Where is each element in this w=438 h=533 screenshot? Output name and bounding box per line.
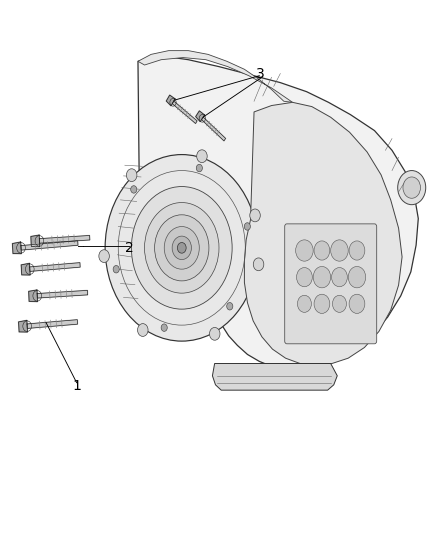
Circle shape [332,295,346,312]
Circle shape [297,268,312,287]
Circle shape [196,164,202,172]
Polygon shape [21,241,78,250]
Circle shape [331,240,348,261]
Circle shape [297,295,311,312]
Circle shape [113,265,119,273]
Circle shape [127,169,137,182]
Polygon shape [172,101,197,124]
Circle shape [209,327,220,340]
Polygon shape [30,263,80,271]
Circle shape [131,187,232,309]
Polygon shape [21,263,30,275]
Polygon shape [196,111,205,122]
Circle shape [197,150,207,163]
Polygon shape [244,102,402,365]
Polygon shape [27,320,78,328]
Circle shape [227,303,233,310]
Polygon shape [212,364,337,390]
Circle shape [164,227,199,269]
Polygon shape [138,51,293,102]
Circle shape [172,236,191,260]
Polygon shape [117,56,418,369]
Text: 1: 1 [72,379,81,393]
Polygon shape [31,235,40,247]
Circle shape [131,185,137,193]
FancyBboxPatch shape [285,224,377,344]
Circle shape [314,294,330,313]
Polygon shape [201,117,226,141]
Circle shape [244,223,251,230]
Circle shape [314,241,330,260]
Circle shape [403,177,420,198]
Circle shape [296,240,313,261]
Circle shape [155,215,209,281]
Circle shape [349,241,365,260]
Circle shape [138,324,148,336]
Polygon shape [39,236,90,243]
Circle shape [348,266,366,288]
Circle shape [177,243,186,253]
Text: 3: 3 [256,67,265,80]
Circle shape [161,324,167,332]
Polygon shape [37,290,88,298]
Circle shape [253,258,264,271]
Circle shape [105,155,258,341]
Circle shape [332,268,347,287]
Circle shape [250,209,260,222]
Polygon shape [18,320,28,332]
Circle shape [313,266,331,288]
Circle shape [398,171,426,205]
Circle shape [99,250,110,263]
Text: 2: 2 [125,241,134,255]
Polygon shape [12,242,21,254]
Circle shape [349,294,365,313]
Polygon shape [166,95,175,106]
Circle shape [145,203,219,293]
Polygon shape [29,290,38,302]
